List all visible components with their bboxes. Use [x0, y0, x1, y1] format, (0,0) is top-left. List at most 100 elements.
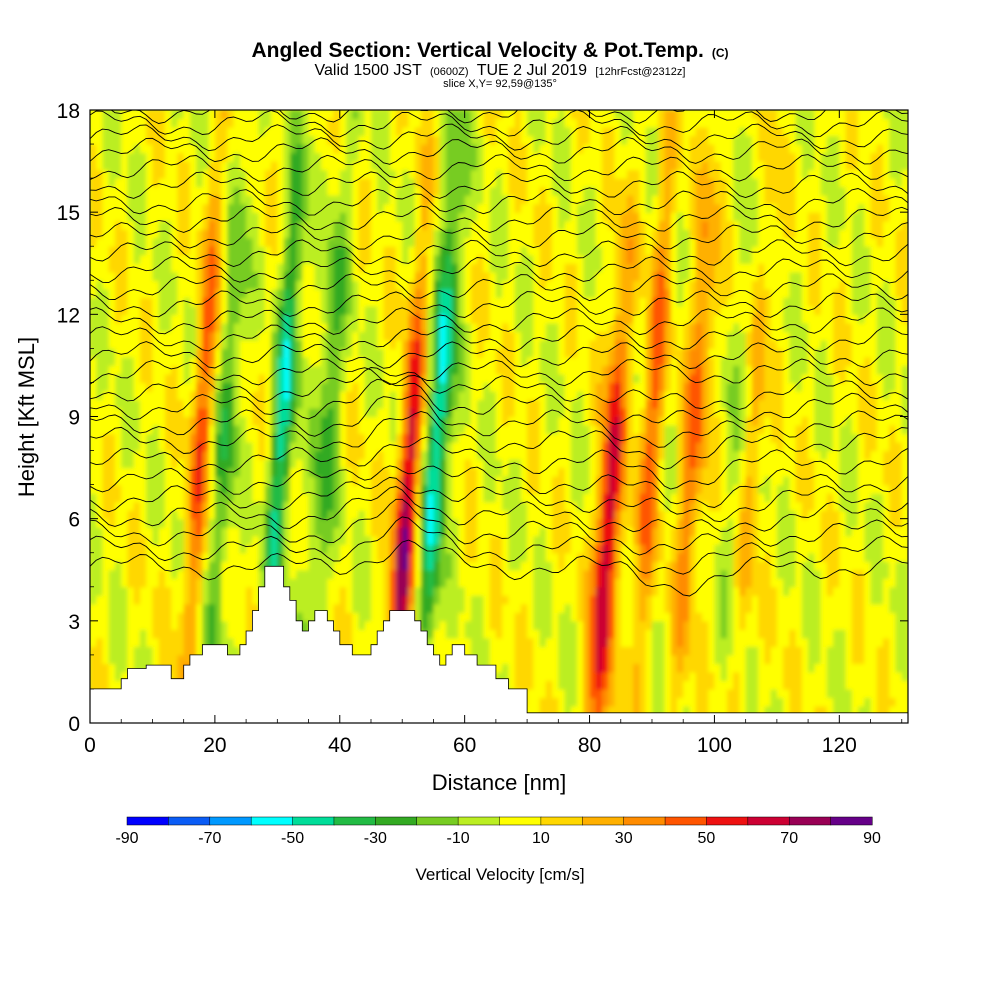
velocity-cell: [464, 161, 472, 171]
velocity-cell: [127, 399, 135, 409]
velocity-cell: [327, 331, 335, 341]
velocity-cell: [402, 484, 410, 494]
velocity-cell: [452, 612, 460, 622]
velocity-cell: [102, 603, 110, 613]
velocity-cell: [158, 356, 166, 367]
velocity-cell: [90, 671, 97, 682]
velocity-cell: [452, 407, 460, 418]
velocity-cell: [233, 331, 241, 341]
velocity-cell: [289, 237, 297, 247]
velocity-cell: [127, 654, 135, 664]
velocity-cell: [514, 569, 522, 579]
velocity-cell: [402, 390, 410, 401]
velocity-cell: [445, 178, 453, 188]
velocity-cell: [139, 280, 147, 290]
velocity-cell: [314, 603, 322, 613]
velocity-cell: [314, 152, 322, 162]
velocity-cell: [177, 654, 185, 664]
velocity-cell: [233, 152, 241, 162]
velocity-cell: [108, 212, 116, 222]
velocity-cell: [302, 450, 310, 460]
velocity-cell: [152, 399, 160, 409]
velocity-cell: [289, 212, 297, 222]
velocity-cell: [352, 229, 360, 239]
velocity-cell: [258, 373, 266, 384]
velocity-cell: [370, 144, 378, 154]
velocity-cell: [264, 442, 272, 452]
velocity-cell: [239, 484, 247, 494]
velocity-cell: [414, 161, 422, 171]
velocity-cell: [502, 152, 509, 162]
velocity-cell: [464, 637, 472, 647]
velocity-cell: [171, 569, 179, 579]
velocity-cell: [358, 535, 366, 545]
velocity-cell: [221, 637, 228, 647]
velocity-cell: [321, 314, 328, 324]
velocity-cell: [321, 433, 328, 443]
velocity-cell: [514, 578, 522, 588]
velocity-cell: [514, 178, 522, 188]
velocity-cell: [458, 569, 466, 579]
velocity-cell: [271, 552, 278, 562]
velocity-cell: [495, 535, 503, 545]
velocity-cell: [271, 493, 278, 503]
velocity-cell: [358, 603, 366, 613]
velocity-cell: [96, 680, 104, 690]
velocity-cell: [102, 322, 110, 332]
velocity-cell: [352, 484, 360, 494]
velocity-cell: [439, 297, 447, 307]
velocity-cell: [90, 169, 97, 179]
velocity-cell: [108, 637, 116, 647]
velocity-cell: [271, 322, 278, 332]
velocity-cell: [352, 586, 360, 596]
velocity-cell: [364, 237, 372, 247]
velocity-cell: [464, 339, 472, 349]
velocity-cell: [108, 518, 116, 528]
velocity-cell: [264, 535, 272, 545]
velocity-cell: [296, 305, 303, 315]
velocity-cell: [121, 254, 129, 264]
velocity-cell: [308, 425, 316, 435]
velocity-cell: [114, 314, 122, 324]
velocity-cell: [508, 518, 516, 528]
velocity-cell: [464, 399, 472, 409]
velocity-cell: [389, 518, 397, 528]
velocity-cell: [164, 254, 172, 264]
velocity-cell: [227, 510, 235, 520]
velocity-cell: [208, 416, 216, 426]
velocity-cell: [177, 535, 185, 545]
velocity-cell: [171, 586, 179, 596]
velocity-cell: [489, 382, 497, 392]
velocity-cell: [283, 518, 291, 528]
velocity-cell: [402, 195, 410, 205]
velocity-cell: [277, 212, 285, 222]
velocity-cell: [227, 433, 235, 443]
velocity-cell: [239, 612, 247, 622]
velocity-cell: [420, 416, 428, 426]
velocity-cell: [277, 220, 285, 230]
velocity-cell: [158, 578, 166, 588]
velocity-cell: [202, 152, 210, 162]
velocity-cell: [452, 544, 460, 554]
velocity-cell: [302, 178, 310, 188]
velocity-cell: [114, 127, 122, 137]
velocity-cell: [189, 365, 197, 375]
velocity-cell: [296, 399, 303, 409]
velocity-cell: [289, 169, 297, 179]
velocity-cell: [520, 561, 528, 571]
velocity-cell: [333, 220, 341, 230]
velocity-cell: [321, 135, 328, 145]
velocity-cell: [102, 654, 110, 664]
velocity-cell: [452, 561, 460, 571]
velocity-cell: [439, 561, 447, 571]
velocity-cell: [221, 348, 228, 358]
velocity-cell: [264, 297, 272, 307]
velocity-cell: [483, 356, 491, 367]
velocity-cell: [246, 433, 253, 443]
velocity-cell: [364, 288, 372, 298]
velocity-cell: [389, 280, 397, 290]
velocity-cell: [189, 280, 197, 290]
velocity-cell: [483, 603, 491, 613]
velocity-cell: [252, 246, 260, 256]
velocity-cell: [302, 603, 310, 613]
